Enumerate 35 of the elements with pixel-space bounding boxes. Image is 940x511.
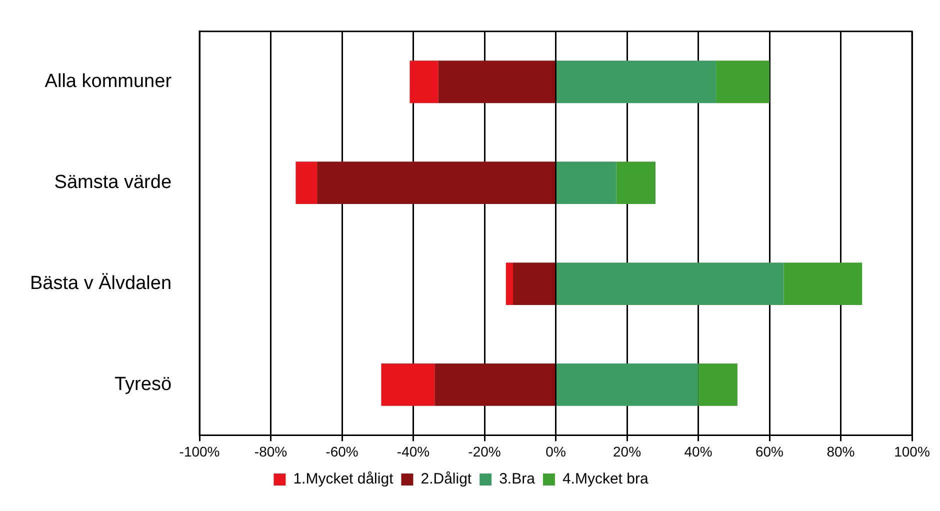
bar: [698, 364, 738, 406]
x-tick-label: -80%: [254, 443, 288, 460]
legend-label: 3.Bra: [499, 470, 536, 488]
x-tick-label: 20%: [612, 443, 642, 460]
bar: [716, 60, 770, 104]
x-tick-label: -40%: [396, 443, 430, 460]
x-tick-label: 60%: [755, 443, 784, 460]
y-tick-label: Tyresö: [114, 374, 172, 395]
bar: [784, 262, 862, 305]
bar: [410, 60, 438, 104]
legend-label: 1.Mycket dåligt: [293, 470, 394, 488]
bar: [513, 262, 556, 305]
x-tick-label: -60%: [326, 443, 358, 460]
x-tick-label: 0%: [546, 443, 566, 460]
legend-label: 4.Mycket bra: [562, 470, 649, 488]
bar: [438, 60, 556, 104]
bar: [556, 60, 716, 104]
legend-label: 2.Dåligt: [420, 470, 472, 488]
bar: [506, 262, 514, 305]
y-tick-label: Sämsta värde: [54, 172, 172, 194]
bar: [556, 262, 784, 305]
x-tick-label: 40%: [684, 443, 712, 460]
bar: [556, 364, 698, 406]
bar: [616, 162, 656, 204]
y-tick-label: Alla kommuner: [44, 71, 172, 92]
bar: [296, 162, 318, 204]
x-tick-label: 100%: [894, 443, 930, 460]
y-tick-label: Bästa v Älvdalen: [30, 273, 172, 294]
x-tick-label: 80%: [826, 443, 855, 460]
x-tick-label: -20%: [468, 443, 501, 460]
bar: [381, 364, 435, 406]
bar: [556, 162, 616, 204]
bar: [434, 364, 556, 406]
x-tick-label: -100%: [179, 443, 220, 460]
bar: [317, 162, 556, 204]
